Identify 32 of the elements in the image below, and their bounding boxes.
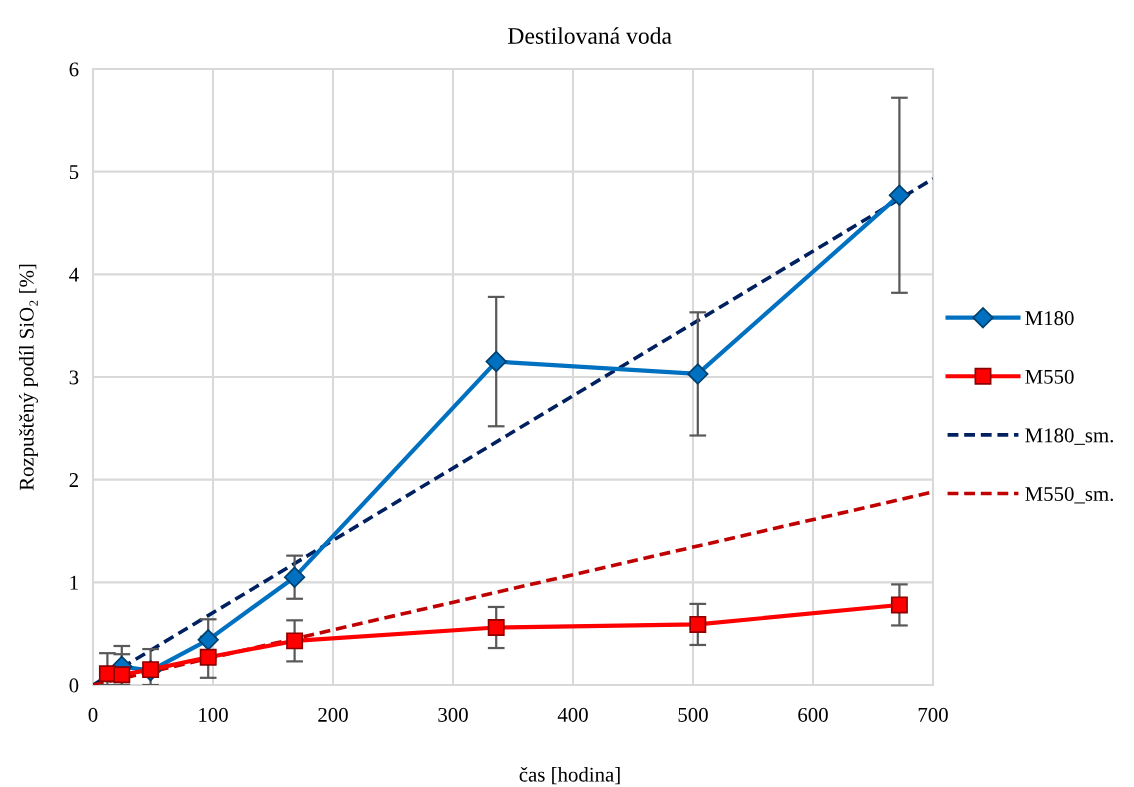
x-tick-label: 300 (438, 707, 468, 722)
y-tick-label: 6 (69, 62, 79, 77)
y-axis-title: Rozpuštěný podíl SiO₂ [%] (19, 264, 38, 491)
point (283, 566, 306, 588)
point (197, 629, 219, 651)
legend-label: M180_sm. (1025, 428, 1113, 445)
point (487, 619, 505, 636)
y-tick-label: 5 (69, 165, 79, 180)
x-tick-label: 500 (678, 707, 708, 722)
y-tick-label: 4 (69, 267, 79, 282)
point (199, 648, 217, 666)
x-tick-label: 0 (88, 707, 98, 722)
x-tick-label: 600 (798, 707, 828, 722)
y-tick-label: 2 (69, 473, 78, 487)
x-tick-label: 700 (918, 707, 948, 722)
chart-title: Destilovaná voda (508, 27, 672, 44)
point (485, 350, 507, 373)
x-tick-label: 100 (199, 707, 228, 722)
point (890, 596, 908, 614)
point (888, 184, 911, 206)
point (689, 615, 707, 633)
x-tick-label: 200 (318, 707, 348, 722)
y-tick-label: 3 (69, 370, 79, 385)
x-tick-label: 400 (557, 707, 588, 722)
legend-label: M550 (1025, 369, 1074, 384)
y-tick-label: 0 (69, 678, 79, 693)
point (286, 632, 304, 650)
legend-label: M180 (1025, 311, 1074, 326)
x-axis-title: čas [hodina] (519, 766, 620, 785)
legend-label: M550_sm. (1025, 486, 1113, 504)
y-tick-label: 1 (70, 575, 78, 590)
point (687, 363, 709, 385)
